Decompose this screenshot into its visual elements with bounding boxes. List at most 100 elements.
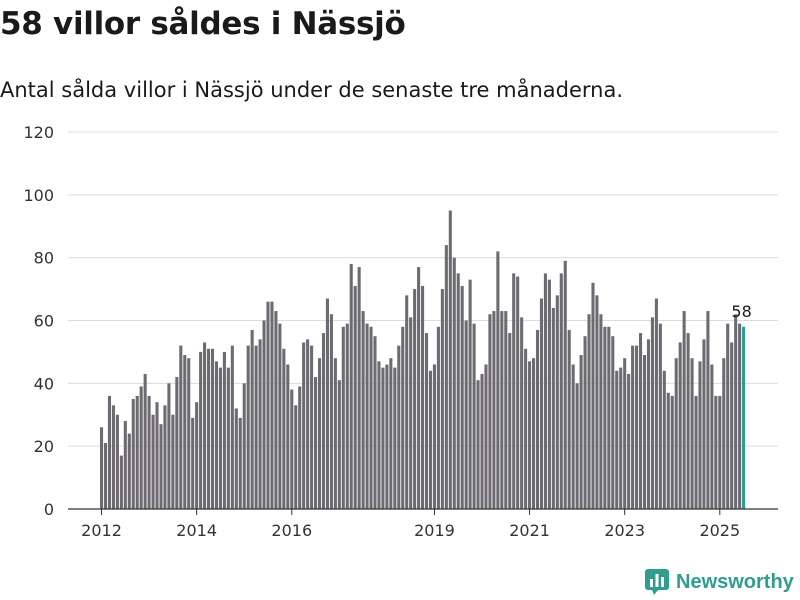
bar <box>353 285 357 509</box>
bar <box>631 345 635 509</box>
y-tick-label: 20 <box>34 437 54 456</box>
bar <box>163 405 167 509</box>
x-tick-label: 2025 <box>699 521 740 540</box>
bar <box>734 314 738 509</box>
bar <box>207 348 211 509</box>
brand-name: Newsworthy <box>676 570 794 593</box>
bar <box>286 364 290 509</box>
bar <box>222 351 226 509</box>
bar <box>203 342 207 509</box>
bar <box>686 333 690 509</box>
y-tick-label: 80 <box>34 249 54 268</box>
bar <box>365 323 369 509</box>
bar <box>559 273 563 510</box>
x-axis: 2012 2014 2016 2019 2021 2023 2025 <box>68 508 778 540</box>
bar <box>179 345 183 509</box>
bar <box>321 333 326 509</box>
bar <box>611 336 615 509</box>
bar <box>210 348 215 509</box>
bar <box>409 317 413 509</box>
bar <box>306 339 310 509</box>
bar <box>397 345 401 509</box>
y-tick-label: 100 <box>23 186 54 205</box>
bar <box>325 298 329 509</box>
bar <box>555 295 559 509</box>
bar <box>603 326 607 509</box>
bar <box>690 358 694 509</box>
bar <box>405 295 409 509</box>
bar <box>500 311 504 509</box>
newsworthy-logo-icon <box>645 569 669 595</box>
bar <box>702 339 706 509</box>
bar <box>730 342 734 509</box>
bar <box>270 301 274 509</box>
bar <box>654 298 658 509</box>
bar <box>361 311 365 509</box>
bar <box>722 358 726 509</box>
bar <box>504 311 508 509</box>
bar <box>155 402 159 509</box>
bars <box>100 210 746 510</box>
bar <box>531 358 536 509</box>
bar <box>436 326 440 509</box>
bar <box>642 355 647 509</box>
bar <box>563 260 567 509</box>
bar <box>520 317 524 509</box>
bar <box>317 358 322 509</box>
bar <box>635 345 639 509</box>
bar <box>516 276 520 509</box>
bar <box>119 455 123 509</box>
y-tick-label: 60 <box>34 312 54 331</box>
newsworthy-logo: Newsworthy <box>644 568 794 596</box>
bar <box>428 370 433 509</box>
bar <box>103 443 108 509</box>
bar <box>345 323 349 509</box>
bar <box>175 377 179 509</box>
bar <box>381 367 385 510</box>
x-tick-label: 2023 <box>604 521 645 540</box>
bar <box>159 424 163 509</box>
bar <box>619 367 623 510</box>
annotations: 58 <box>731 302 751 321</box>
bar <box>389 358 393 509</box>
bar <box>662 370 666 509</box>
bar <box>357 267 361 509</box>
bar <box>674 358 678 509</box>
bar <box>417 267 421 509</box>
bar <box>547 279 551 509</box>
bar <box>448 210 452 509</box>
bar <box>234 408 238 509</box>
y-tick-label: 120 <box>23 123 54 142</box>
bar <box>508 333 512 509</box>
bar <box>492 311 496 509</box>
bar <box>456 273 460 510</box>
bar <box>191 417 195 509</box>
bar <box>242 383 246 509</box>
x-tick-label: 2012 <box>81 521 122 540</box>
bar <box>480 373 484 509</box>
bar <box>567 329 571 509</box>
bar <box>666 392 670 509</box>
bar <box>452 257 456 509</box>
bar <box>528 361 532 509</box>
bar <box>650 317 654 509</box>
bar <box>607 326 611 509</box>
bar <box>658 323 662 509</box>
bar <box>587 314 591 509</box>
bar-chart: 0 20 40 60 80 100 120 2012 2014 2016 2019 2021 2023… <box>23 123 778 540</box>
x-tick-label: 2014 <box>176 521 217 540</box>
bar <box>579 355 583 509</box>
bar <box>460 285 464 509</box>
bar <box>298 386 302 509</box>
bar <box>230 345 234 509</box>
bar <box>246 345 250 509</box>
bar <box>333 358 337 509</box>
bar <box>512 273 516 510</box>
highlight-value-label: 58 <box>731 302 751 321</box>
bar <box>111 405 115 509</box>
bar <box>131 399 135 509</box>
bar <box>472 323 476 509</box>
bar <box>543 273 547 510</box>
bar <box>100 427 104 509</box>
bar <box>373 336 377 509</box>
